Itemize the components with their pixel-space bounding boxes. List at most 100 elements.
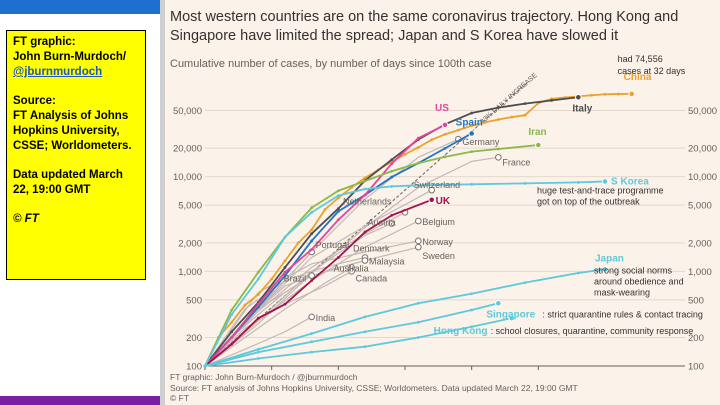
- y-tick-label-100: 100: [186, 362, 202, 371]
- info-box: FT graphic: John Burn-Murdoch/ @jburnmur…: [6, 30, 146, 280]
- series-label-germany: Germany: [462, 137, 500, 147]
- annotation-singapore-7: : strict quarantine rules & contact trac…: [542, 309, 703, 319]
- data-point-singapore-2: [310, 340, 314, 344]
- data-point-s-korea-9: [443, 183, 447, 187]
- series-end-marker-norway: [415, 237, 422, 245]
- chart-subtitle: Cumulative number of cases, by number of…: [170, 58, 492, 70]
- series-label-uk: UK: [436, 196, 451, 207]
- data-point-italy-3: [283, 266, 287, 269]
- annotation-japan-6: mask-wearing: [594, 287, 650, 297]
- annotation-s-korea-3: got on top of the outbreak: [537, 196, 640, 206]
- footer-copyright: © FT: [170, 393, 190, 403]
- series-line-malaysia: [204, 259, 366, 367]
- panel-divider: [160, 0, 165, 405]
- y-tick-label-right-10000: 10,000: [688, 172, 717, 183]
- series-label-sweden: Sweden: [422, 251, 455, 261]
- annotation-china-1: cases at 32 days: [618, 66, 686, 76]
- series-line-australia: [204, 266, 352, 367]
- data-point-china-15: [403, 152, 407, 156]
- data-point-italy-1: [230, 330, 234, 334]
- series-end-marker-s-korea: [601, 178, 609, 185]
- series-label-brazil: Brazil: [284, 274, 307, 284]
- data-point-spain-4: [310, 239, 314, 243]
- data-point-iran-8: [416, 161, 420, 165]
- y-tick-label-500: 500: [186, 295, 202, 306]
- info-line-copyright: © FT: [13, 213, 39, 225]
- y-tick-label-5000: 5,000: [178, 201, 202, 212]
- data-point-china-22: [496, 118, 500, 121]
- data-point-s-korea-4: [310, 210, 314, 214]
- series-label-france: France: [502, 157, 530, 167]
- data-point-china-24: [523, 113, 527, 117]
- data-point-china-5: [270, 277, 274, 281]
- annotation-china-0: had 74,556: [618, 54, 663, 64]
- series-line-us: [204, 124, 446, 367]
- series-label-singapore: Singapore: [486, 309, 535, 320]
- data-point-us-1: [230, 336, 234, 339]
- data-point-china-10: [336, 196, 340, 200]
- data-point-italy-10: [470, 111, 474, 115]
- data-point-uk-3: [283, 302, 287, 306]
- data-point-china-29: [590, 93, 594, 97]
- data-point-iran-5: [336, 189, 340, 193]
- data-point-china-18: [443, 132, 447, 136]
- data-point-uk-7: [390, 213, 394, 217]
- series-end-marker-malaysia: [361, 257, 369, 264]
- top-accent-bar: [0, 0, 160, 14]
- data-point-iran-4: [310, 206, 314, 210]
- series-label-austria: Austria: [368, 218, 396, 228]
- y-tick-label-10000: 10,000: [173, 172, 202, 183]
- data-point-italy-4: [310, 232, 314, 236]
- chart-headline: Most western countries are on the same c…: [170, 9, 679, 44]
- series-label-china: China: [624, 72, 652, 83]
- data-point-italy-7: [390, 158, 394, 162]
- data-point-hong-kong-1: [256, 357, 260, 360]
- data-point-italy-11: [496, 106, 500, 110]
- series-line-china: [204, 92, 632, 367]
- data-point-china-12: [363, 176, 367, 180]
- info-line-ft-graphic: FT graphic:: [13, 36, 76, 48]
- series-label-s-korea: S Korea: [611, 176, 649, 187]
- data-point-china-31: [616, 92, 620, 96]
- series-label-iran: Iran: [528, 127, 546, 138]
- chart-panel: Most western countries are on the same c…: [165, 0, 720, 405]
- series-label-us: US: [435, 103, 449, 114]
- data-point-us-4: [310, 248, 314, 251]
- y-tick-label-right-2000: 2,000: [688, 238, 712, 249]
- series-end-marker-china: [628, 90, 635, 98]
- data-point-china-17: [430, 138, 434, 142]
- y-tick-label-50000: 50,000: [173, 106, 202, 117]
- series-label-malaysia: Malaysia: [369, 257, 405, 267]
- series-label-hong-kong: Hong Kong: [434, 326, 488, 337]
- series-end-marker-switzerland: [428, 186, 435, 194]
- chart-svg: 100 100 200 200 500 500 1,000 1,000 2,000 2,000 5,…: [173, 54, 717, 371]
- y-tick-label-right-1000: 1,000: [688, 267, 712, 278]
- series-line-s-korea: [204, 180, 606, 367]
- data-point-china-20: [470, 124, 474, 128]
- data-point-china-3: [243, 303, 247, 307]
- y-tick-label-right-200: 200: [688, 333, 704, 344]
- data-point-iran-6: [363, 179, 367, 183]
- data-point-us-6: [363, 193, 367, 197]
- bottom-accent-bar: [0, 396, 160, 405]
- series-end-marker-us: [441, 121, 449, 129]
- data-point-s-korea-6: [363, 187, 367, 191]
- data-point-s-korea-3: [283, 235, 287, 239]
- y-tick-label-200: 200: [186, 333, 202, 344]
- series-end-marker-iran: [535, 141, 542, 149]
- data-point-italy-5: [336, 207, 340, 210]
- data-point-iran-11: [496, 147, 500, 151]
- series-line-france: [204, 156, 499, 367]
- data-point-china-23: [510, 115, 514, 119]
- series-end-marker-singapore: [495, 299, 502, 307]
- data-point-china-21: [483, 120, 487, 124]
- data-point-s-korea-2: [256, 277, 260, 281]
- info-line-handle[interactable]: @jburnmurdoch: [13, 66, 103, 78]
- data-point-uk-2: [256, 316, 260, 320]
- info-line-updated: Data updated March 22, 19:00 GMT: [13, 169, 123, 196]
- data-point-s-korea-10: [470, 182, 474, 186]
- data-point-us-5: [336, 218, 340, 222]
- series-label-japan: Japan: [595, 253, 624, 264]
- data-point-iran-10: [470, 150, 474, 153]
- data-point-japan-1: [256, 347, 260, 351]
